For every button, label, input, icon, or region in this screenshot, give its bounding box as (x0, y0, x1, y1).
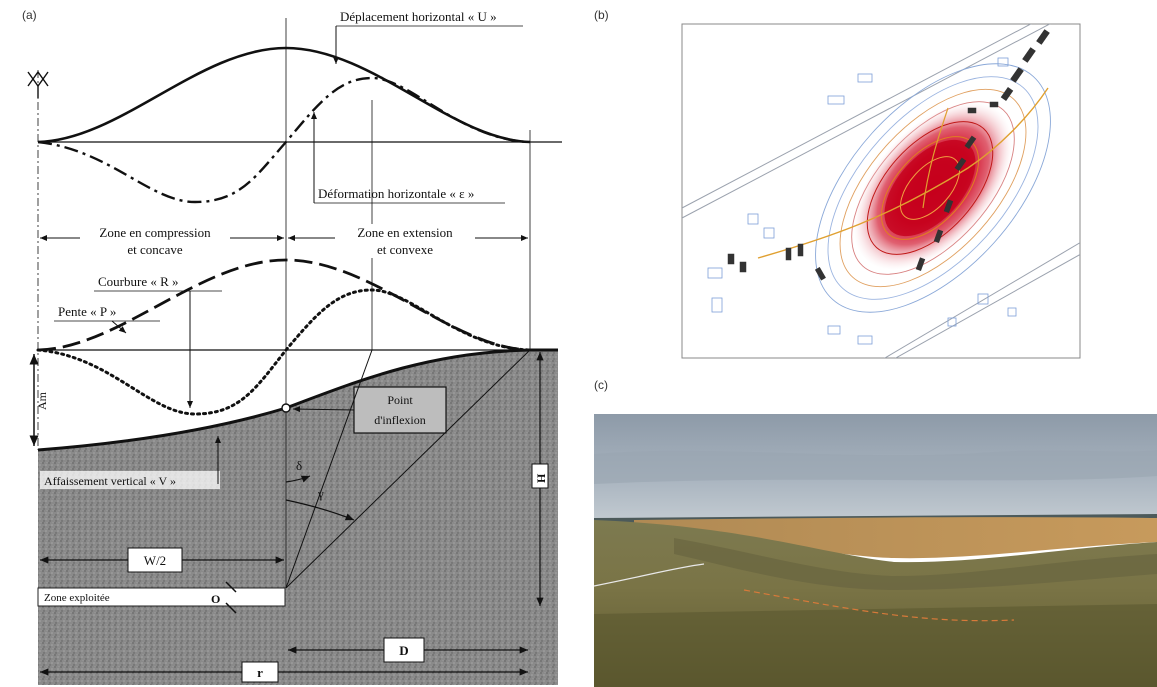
extension-zone-label-2: et convexe (377, 242, 433, 257)
map-road-lower-2 (894, 253, 1080, 358)
contour-outer-1 (815, 63, 1051, 313)
panel-label-c: (c) (594, 378, 608, 392)
map-buildings (727, 29, 1050, 281)
curvature-label: Courbure « R » (98, 274, 179, 289)
d-label: D (399, 643, 408, 658)
am-label: Am (35, 391, 49, 410)
ground-section (38, 350, 558, 685)
o-tick-bottom (225, 602, 237, 614)
curvature-curve (36, 288, 532, 416)
delta-label: δ (296, 458, 302, 473)
delta-line (285, 349, 373, 589)
map-road-upper (682, 24, 1051, 219)
compression-zone-label-2: et concave (127, 242, 182, 257)
survey-tape (594, 563, 705, 587)
inflection-point-marker (281, 403, 291, 413)
symmetry-icon (27, 70, 49, 98)
panel-label-a: (a) (22, 8, 37, 22)
horizontal-deformation-label: Déformation horizontale « ε » (318, 186, 474, 201)
subsidence-diagram: Zone exploitée O Déplacement horizontal … (27, 9, 562, 685)
slope-label: Pente « P » (58, 304, 116, 319)
cloud-band (594, 450, 1157, 484)
compression-zone-label-1: Zone en compression (99, 225, 211, 240)
horizontal-deformation-curve (37, 76, 531, 204)
gamma-line (285, 349, 531, 589)
mined-zone (37, 587, 286, 607)
mined-zone-label: Zone exploitée (44, 592, 110, 604)
horizontal-displacement-label: Déplacement horizontal « U » (340, 9, 497, 24)
slope-curve (37, 258, 531, 352)
subsidence-basin-shadow (674, 538, 1157, 590)
delta-arc (285, 475, 311, 483)
stubble-texture (594, 604, 1157, 687)
o-tick-top (225, 581, 237, 593)
horizontal-displacement-curve (37, 46, 531, 144)
map-road-orange (757, 87, 1049, 259)
subsidence-core (884, 139, 976, 237)
contour-inner-1 (866, 121, 994, 255)
contour-inner-3 (900, 156, 960, 220)
field-photograph (594, 414, 1157, 687)
inflection-label-1: Point (387, 393, 413, 407)
panel-label-b: (b) (594, 8, 609, 22)
contour-outer-3 (839, 88, 1027, 288)
crop-field (634, 517, 1157, 559)
extension-zone-label-1: Zone en extension (357, 225, 453, 240)
r-label: r (257, 665, 263, 680)
w-half-label: W/2 (144, 553, 166, 568)
map-road-orange-2 (922, 107, 949, 209)
h-label: H (534, 473, 548, 483)
survey-tape-orange (743, 589, 1015, 622)
gamma-arc (285, 499, 355, 521)
gamma-label: γ (317, 486, 324, 501)
map-outline-buildings (707, 57, 1017, 345)
slope-pointer (111, 320, 127, 334)
o-label: O (211, 592, 220, 606)
map-road-upper-2 (682, 24, 1032, 209)
vertical-subsidence-label: Affaissement vertical « V » (44, 474, 176, 488)
inflection-pointer (292, 406, 355, 413)
contour-outer-2 (827, 76, 1039, 300)
inflection-label-2: d'inflexion (374, 413, 426, 427)
inflection-label-box (353, 386, 447, 434)
subsidence-contour-map (681, 23, 1081, 359)
